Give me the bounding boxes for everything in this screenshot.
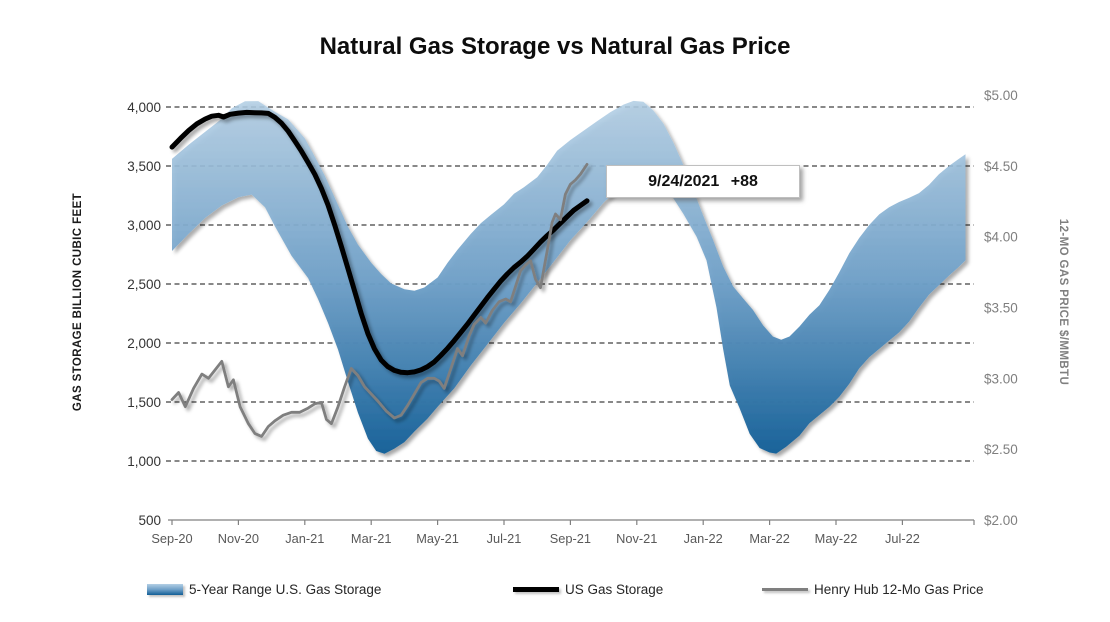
- data-label-callout: 9/24/2021 +88: [606, 165, 800, 198]
- legend-item-storage: US Gas Storage: [513, 579, 663, 599]
- storage-line-swatch-icon: [513, 586, 559, 592]
- chart-title: Natural Gas Storage vs Natural Gas Price: [319, 33, 791, 60]
- y-axis-tick-label-right: $3.50: [984, 301, 1018, 316]
- x-axis-tick-label: Jul-21: [487, 531, 522, 546]
- legend-item-range: 5-Year Range U.S. Gas Storage: [147, 579, 381, 599]
- chart-legend: 5-Year Range U.S. Gas Storage US Gas Sto…: [0, 579, 1110, 601]
- y-axis-tick-label-left: 4,000: [127, 100, 161, 115]
- y-axis-tick-label-left: 2,000: [127, 336, 161, 351]
- y-axis-tick-label-left: 1,500: [127, 395, 161, 410]
- x-axis-tick-label: Sep-21: [550, 531, 591, 546]
- y-axis-tick-label-right: $2.50: [984, 442, 1018, 457]
- x-axis-tick-label: Mar-22: [749, 531, 790, 546]
- x-axis-tick-label: Mar-21: [351, 531, 392, 546]
- y-axis-tick-label-right: $4.00: [984, 230, 1018, 245]
- x-axis-tick-label: May-22: [815, 531, 858, 546]
- y-axis-tick-label-right: $4.50: [984, 159, 1018, 174]
- legend-label: 5-Year Range U.S. Gas Storage: [189, 581, 382, 597]
- legend-item-price: Henry Hub 12-Mo Gas Price: [762, 579, 984, 599]
- legend-label: US Gas Storage: [565, 581, 664, 597]
- storage-line: [169, 109, 590, 376]
- y-axis-tick-label-right: $5.00: [984, 88, 1018, 103]
- price-line-swatch-icon: [762, 587, 808, 591]
- price-line: [170, 162, 589, 438]
- y-axis-tick-label-left: 500: [138, 513, 161, 528]
- x-axis-tick-label: Jan-21: [285, 531, 324, 546]
- range-band-swatch-icon: [147, 583, 183, 595]
- y-axis-tick-label-left: 2,500: [127, 277, 161, 292]
- legend-label: Henry Hub 12-Mo Gas Price: [814, 581, 984, 597]
- y-axis-tick-label-right: $2.00: [984, 513, 1018, 528]
- x-axis-tick-label: Jan-22: [684, 531, 723, 546]
- x-axis-tick-label: Nov-20: [218, 531, 259, 546]
- y-axis-tick-label-left: 1,000: [127, 454, 161, 469]
- y-axis-tick-label-left: 3,000: [127, 218, 161, 233]
- range-band-area: [172, 100, 966, 454]
- y-axis-tick-label-left: 3,500: [127, 159, 161, 174]
- data-label-text: 9/24/2021 +88: [648, 173, 758, 190]
- x-axis-tick-label: Sep-20: [151, 531, 192, 546]
- y-axis-tick-label-right: $3.00: [984, 371, 1018, 386]
- x-axis-tick-label: Nov-21: [616, 531, 657, 546]
- x-axis-tick-label: May-21: [416, 531, 459, 546]
- x-axis-tick-label: Jul-22: [885, 531, 920, 546]
